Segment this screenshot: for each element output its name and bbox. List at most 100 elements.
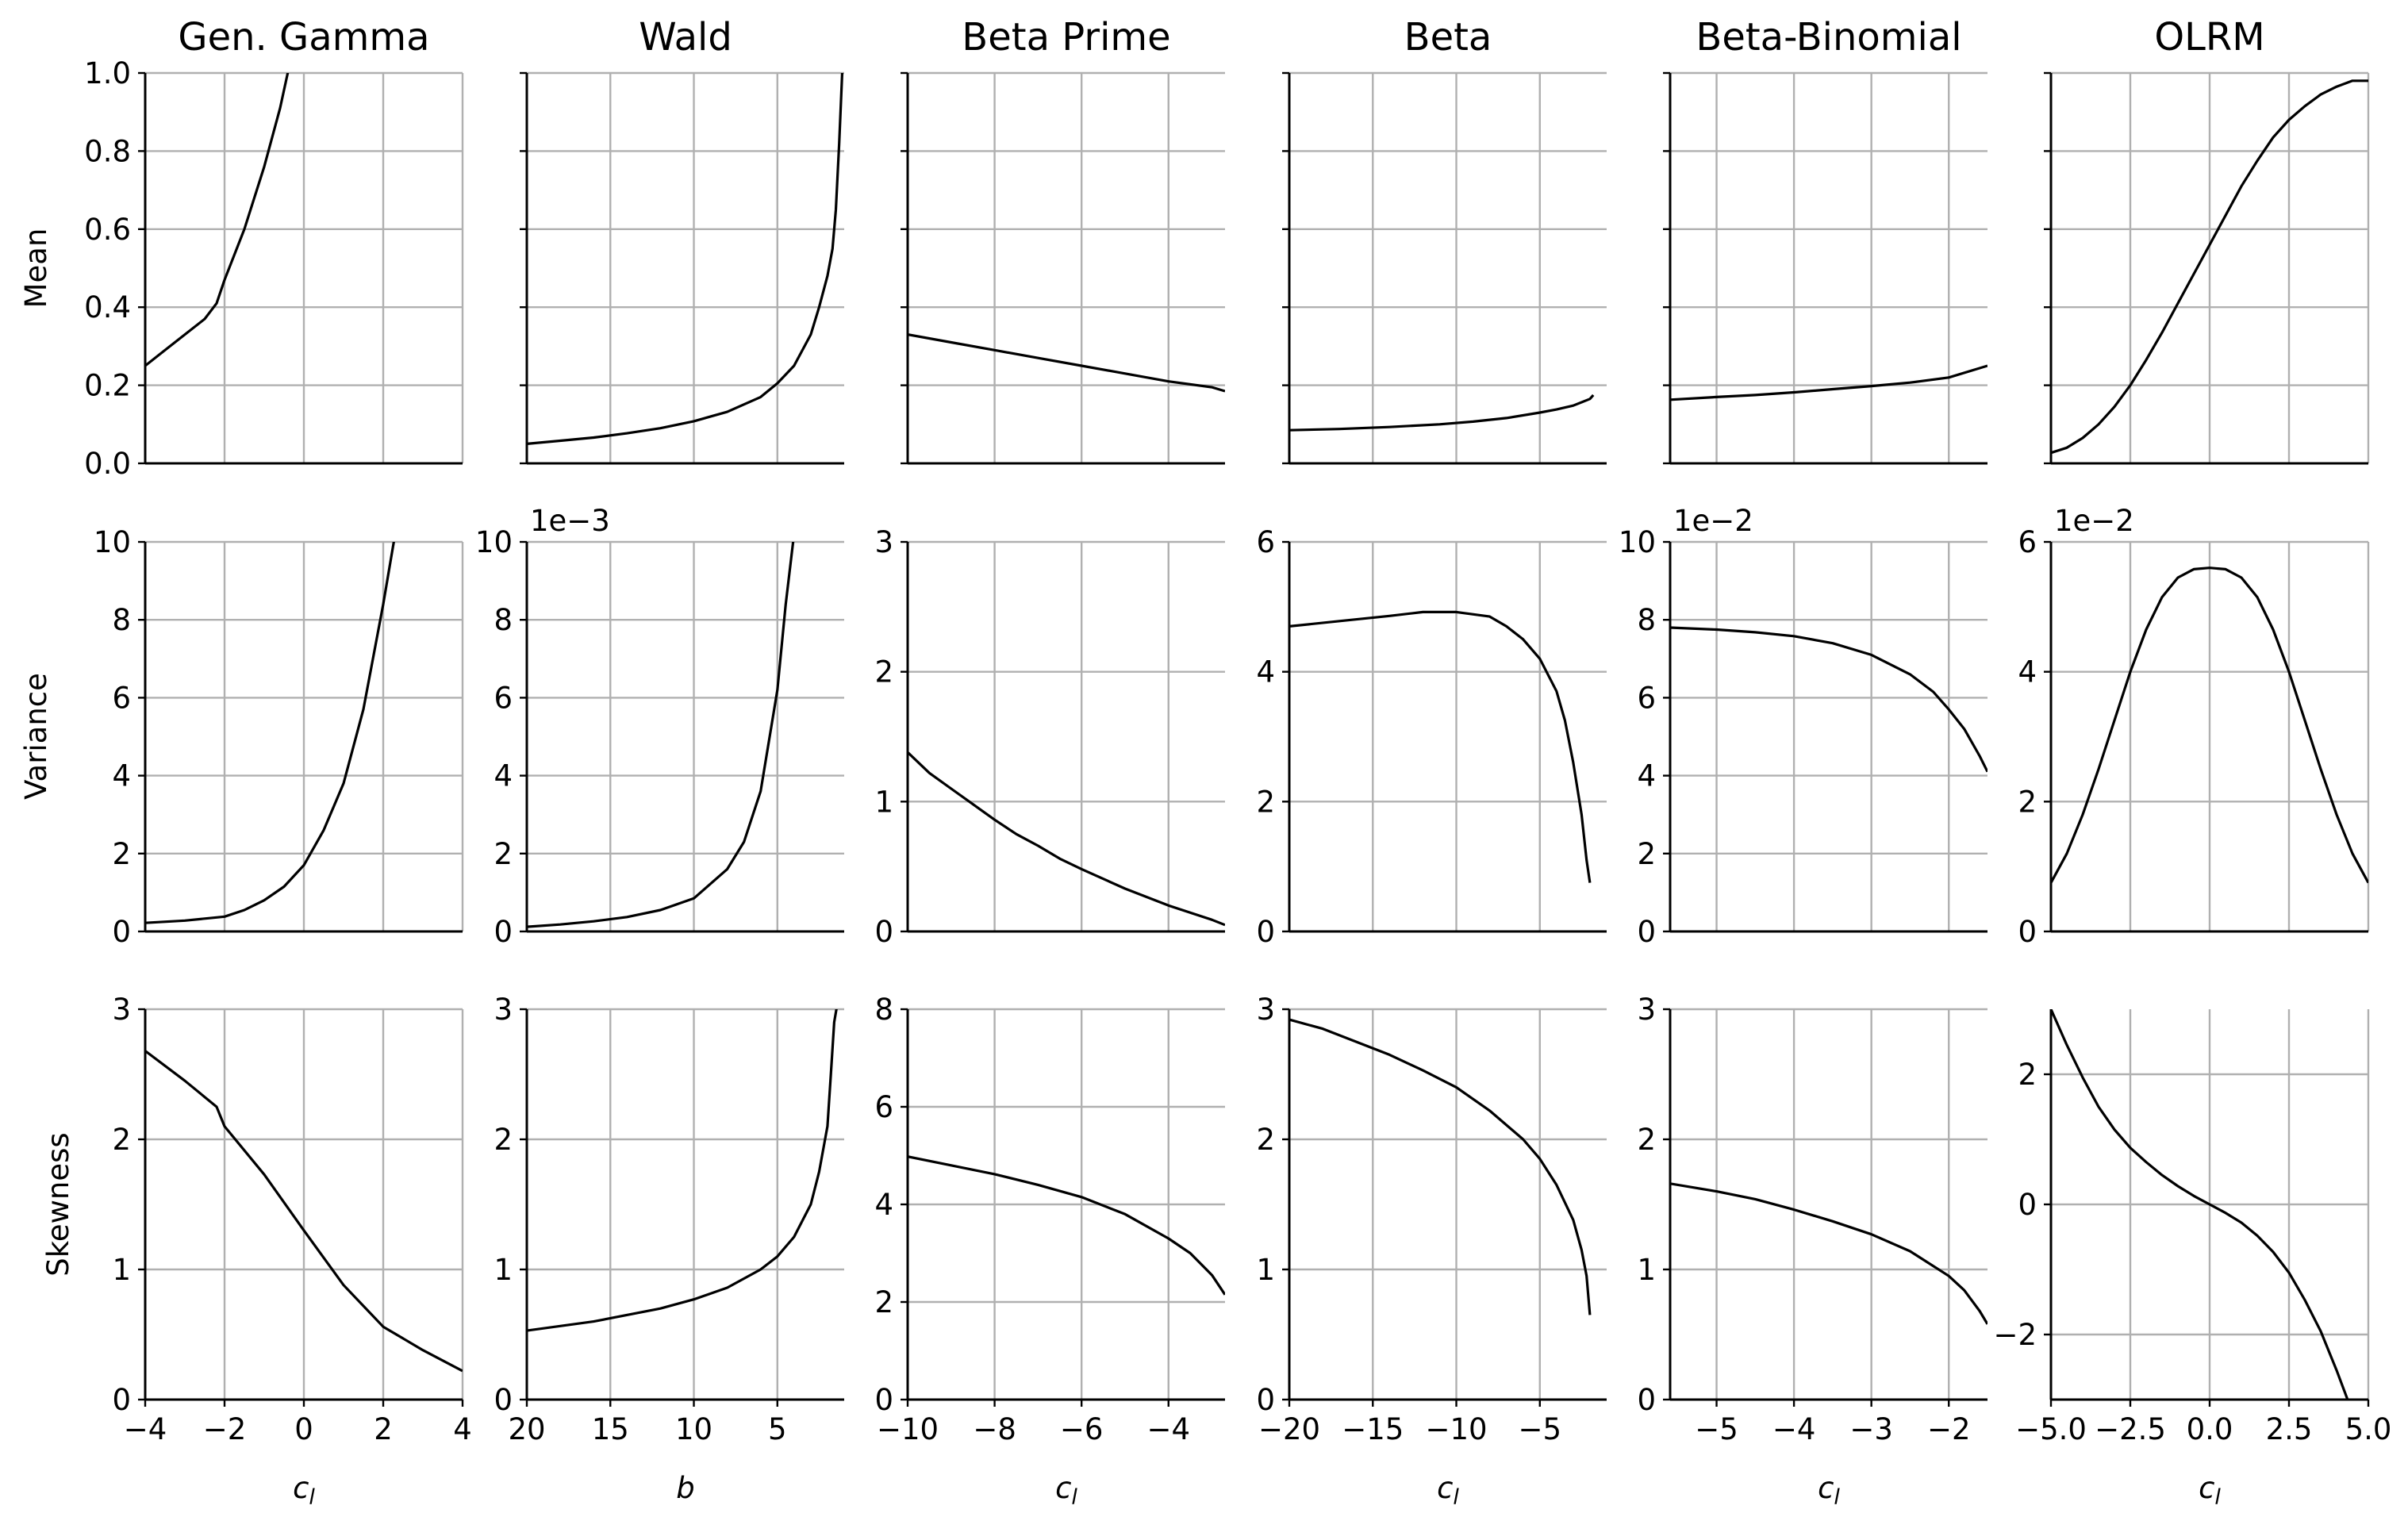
y-tick-label: −2: [1993, 1318, 2037, 1352]
panel-wald-skew: 0 1 2 3 20 15 10 5 b: [494, 993, 844, 1505]
series-line: [2051, 79, 2368, 455]
y-tick-label: 0: [112, 1383, 131, 1417]
panel-gg-skew: 0 1 2 3 −4 −2 0 2 4 cl: [112, 993, 471, 1510]
y-tick-label: 1: [874, 785, 893, 819]
y-tick-label: 4: [1256, 655, 1275, 689]
y-tick-label: 2: [1637, 837, 1656, 871]
x-tick-label: −3: [1849, 1412, 1893, 1446]
y-tick-label: 0.0: [84, 447, 131, 481]
panel-title: Beta-Binomial: [1696, 15, 1961, 60]
y-tick-label: 3: [112, 993, 131, 1027]
row-label-variance: Variance: [19, 673, 53, 800]
y-tick-label: 0.8: [84, 134, 131, 168]
x-axis-label: cl: [2199, 1471, 2221, 1510]
x-axis-label: cl: [293, 1471, 315, 1510]
y-tick-label: 2: [874, 655, 893, 689]
y-tick-label: 0: [1256, 1383, 1275, 1417]
y-tick-label: 6: [494, 681, 513, 715]
series-line: [145, 542, 395, 924]
y-tick-label: 0: [2018, 915, 2037, 949]
offset-text: 1e−3: [530, 504, 610, 538]
y-tick-label: 0: [1637, 1383, 1656, 1417]
y-tick-label: 0.2: [84, 369, 131, 403]
y-tick-label: 10: [94, 525, 131, 559]
y-tick-label: 0: [2018, 1188, 2037, 1222]
series-line: [1289, 1018, 1592, 1315]
y-tick-label: 3: [874, 525, 893, 559]
x-tick-label: 5.0: [2345, 1412, 2392, 1446]
x-tick-label: −8: [973, 1412, 1016, 1446]
y-tick-label: 8: [1637, 603, 1656, 637]
panel-gg-mean: 0.0 0.2 0.4 0.6 0.8 1.0 Gen. Gamma: [84, 15, 464, 481]
series-line: [527, 542, 795, 928]
x-tick-label: 2.5: [2266, 1412, 2313, 1446]
panel-wald-mean: Wald: [520, 15, 844, 465]
series-line: [908, 751, 1225, 927]
series-line: [1670, 626, 1987, 773]
y-tick-label: 6: [2018, 525, 2037, 559]
series-line: [1289, 394, 1595, 432]
x-tick-label: 2: [374, 1412, 393, 1446]
x-tick-label: −5.0: [2015, 1412, 2087, 1446]
x-tick-label: 0.0: [2187, 1412, 2233, 1446]
y-tick-label: 2: [874, 1285, 893, 1319]
panel-gg-var: 0 2 4 6 8 10: [94, 525, 464, 949]
y-tick-label: 1: [1256, 1253, 1275, 1287]
x-tick-label: −15: [1342, 1412, 1404, 1446]
x-tick-label: −6: [1060, 1412, 1104, 1446]
y-tick-label: 0: [874, 915, 893, 949]
x-tick-label: 10: [675, 1412, 712, 1446]
x-axis-label: cl: [1818, 1471, 1840, 1510]
panel-beta-skew: 0 1 2 3 −20 −15 −10 −5 cl: [1256, 993, 1607, 1510]
panel-bb-skew: 0 1 2 3 −5 −4 −3 −2 cl: [1637, 993, 1987, 1510]
panel-title: Wald: [639, 15, 732, 60]
y-tick-label: 6: [1256, 525, 1275, 559]
x-tick-label: 15: [592, 1412, 629, 1446]
x-tick-label: −2: [1927, 1412, 1971, 1446]
x-tick-label: −4: [1146, 1412, 1190, 1446]
y-tick-label: 2: [494, 1123, 513, 1157]
y-tick-label: 1: [1637, 1253, 1656, 1287]
row-label-mean: Mean: [19, 229, 53, 309]
x-axis-label: cl: [1055, 1471, 1077, 1510]
x-tick-label: 5: [768, 1412, 787, 1446]
y-tick-label: 1.0: [84, 56, 131, 90]
y-tick-label: 0: [112, 915, 131, 949]
y-tick-label: 6: [874, 1090, 893, 1124]
x-axis-label: b: [676, 1471, 695, 1505]
x-tick-label: −4: [124, 1412, 167, 1446]
panel-bb-var: 0 2 4 6 8 10 1e−2: [1619, 504, 1987, 949]
x-tick-label: −5: [1519, 1412, 1562, 1446]
x-tick-label: −20: [1258, 1412, 1320, 1446]
series-line: [2051, 566, 2368, 884]
y-tick-label: 3: [1637, 993, 1656, 1027]
y-tick-label: 2: [112, 1123, 131, 1157]
y-tick-label: 2: [494, 837, 513, 871]
series-line: [908, 333, 1225, 393]
panel-bb-mean: Beta-Binomial: [1663, 15, 1987, 465]
y-tick-label: 2: [112, 837, 131, 871]
y-tick-label: 6: [112, 681, 131, 715]
x-tick-label: −10: [877, 1412, 939, 1446]
y-tick-label: 3: [494, 993, 513, 1027]
panel-bp-skew: 0 2 4 6 8 −10 −8 −6 −4 cl: [874, 993, 1225, 1510]
y-tick-label: 2: [1637, 1123, 1656, 1157]
x-tick-label: −4: [1772, 1412, 1816, 1446]
y-tick-label: 0: [1256, 915, 1275, 949]
panel-title: Beta Prime: [962, 15, 1170, 60]
y-tick-label: 4: [1637, 759, 1656, 793]
panel-bp-mean: Beta Prime: [901, 15, 1225, 465]
y-tick-label: 0: [874, 1383, 893, 1417]
y-tick-label: 0.6: [84, 213, 131, 247]
x-tick-label: −5: [1695, 1412, 1738, 1446]
series-line: [2051, 1009, 2349, 1400]
series-line: [527, 73, 844, 445]
x-tick-label: 20: [508, 1412, 545, 1446]
x-tick-label: −10: [1425, 1412, 1487, 1446]
panel-bp-var: 0 1 2 3: [874, 525, 1225, 949]
y-tick-label: 2: [2018, 1058, 2037, 1092]
y-tick-label: 1: [112, 1253, 131, 1287]
x-tick-label: −2: [203, 1412, 247, 1446]
x-tick-label: −2.5: [2095, 1412, 2166, 1446]
